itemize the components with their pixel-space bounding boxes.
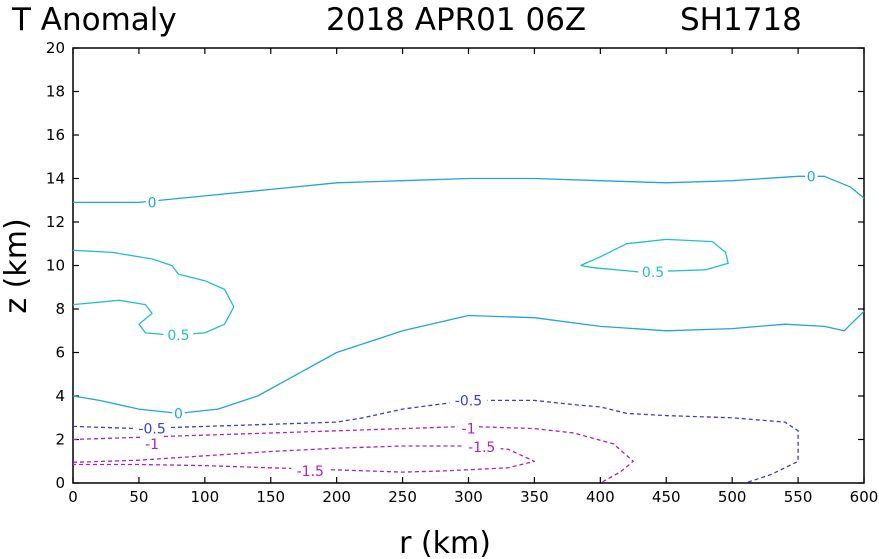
contour-line-level-0 [73, 175, 865, 204]
contour-line-level-neg1.5 [72, 445, 536, 473]
y-tick-label: 20 [46, 39, 65, 57]
x-tick-label: 200 [322, 488, 351, 506]
contour-label-bg [638, 263, 668, 280]
contour-label-bg [458, 419, 479, 436]
y-tick-label: 2 [55, 431, 65, 449]
y-tick-label: 16 [46, 126, 65, 144]
y-tick-label: 6 [55, 344, 65, 362]
x-tick-label: 550 [784, 488, 813, 506]
plot-frame [72, 47, 865, 484]
y-axis-label: z (km) [0, 218, 34, 313]
x-tick-label: 600 [850, 488, 879, 506]
contour-label-bg [805, 167, 818, 184]
contour-label: -1.5 [468, 440, 495, 456]
contour-label-bg [449, 391, 488, 408]
contour-label: -1.5 [297, 464, 324, 480]
contour-label: 0 [148, 195, 157, 211]
axis-ticks: 0 50 100 150 200 250 300 350 400 450 500 550 6000246… [46, 39, 878, 506]
contour-label: -0.5 [138, 422, 165, 438]
title-storm: SH1718 [680, 2, 802, 38]
contour-label: -1 [145, 437, 159, 453]
x-axis-label: r (km) [399, 526, 491, 559]
contour-label: 0.5 [642, 265, 664, 281]
contour-label-bg [163, 326, 194, 343]
y-tick-label: 14 [46, 170, 65, 188]
x-tick-label: 100 [191, 488, 220, 506]
contour-line-level-0 [72, 310, 865, 415]
contour-label-bg [172, 404, 185, 421]
contour-label: 0 [807, 169, 816, 185]
x-tick-label: 400 [586, 488, 615, 506]
contour-label: -0.5 [455, 393, 482, 409]
x-tick-label: 350 [520, 488, 549, 506]
y-tick-label: 18 [46, 83, 65, 101]
x-tick-label: 0 [68, 488, 78, 506]
contour-label-bg [141, 434, 163, 451]
contour-label-bg [133, 419, 172, 436]
x-tick-label: 150 [256, 488, 285, 506]
x-tick-label: 50 [129, 488, 148, 506]
x-tick-label: 300 [454, 488, 483, 506]
contour-label: 0 [174, 406, 183, 422]
contour-line-level-0.5 [580, 238, 729, 273]
contour-label: -1 [462, 422, 476, 438]
contour-label-bg [145, 193, 159, 210]
x-tick-label: 500 [718, 488, 747, 506]
y-tick-label: 8 [55, 300, 65, 318]
y-tick-label: 4 [55, 387, 65, 405]
contour-label-bg [291, 462, 330, 479]
contour-label-bg [462, 438, 501, 455]
x-tick-label: 250 [388, 488, 417, 506]
x-tick-label: 450 [652, 488, 681, 506]
contour-line-level-0.5 [72, 249, 235, 336]
y-tick-label: 12 [46, 213, 65, 231]
contour-label: 0.5 [167, 328, 189, 344]
contour-line-level-neg0.5 [72, 399, 799, 484]
y-tick-label: 10 [46, 257, 65, 275]
y-tick-label: 0 [55, 474, 65, 492]
title-date: 2018 APR01 06Z [326, 2, 586, 38]
title-left: T Anomaly [11, 2, 177, 38]
